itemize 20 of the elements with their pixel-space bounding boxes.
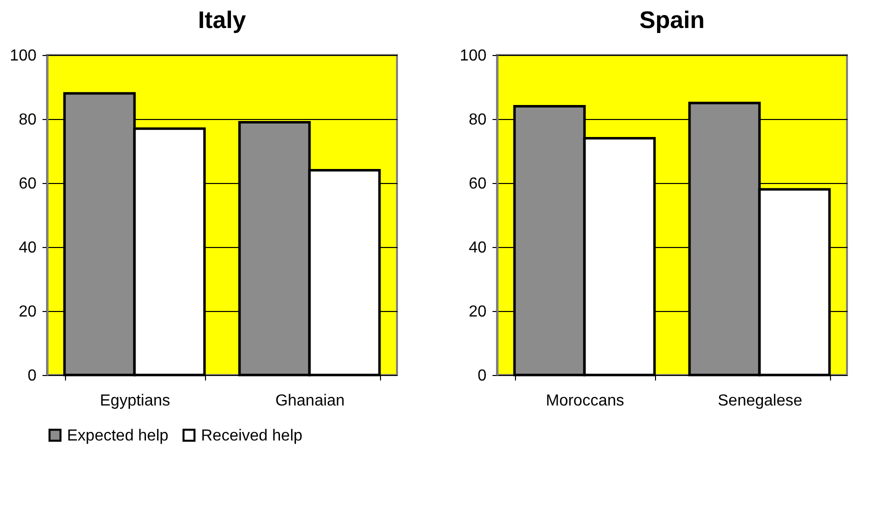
y-tick-label: 40 [18,240,37,256]
x-tick-label: Egyptians [100,392,170,410]
chart-title: Spain [639,7,705,34]
y-tick-label: 20 [468,304,487,320]
legend-label: Received help [201,427,302,444]
y-tick-label: 40 [468,240,487,256]
y-tick-label: 20 [18,304,37,320]
x-tick-label: Senegalese [718,392,802,410]
y-tick-label: 0 [28,368,37,384]
y-tick-label: 80 [18,112,37,128]
y-tick-label: 100 [460,48,487,64]
y-tick-label: 100 [10,48,37,64]
chart-title: Italy [198,7,247,34]
legend-label: Expected help [67,427,169,444]
y-tick-label: 60 [468,176,487,192]
x-tick-label: Ghanaian [275,392,345,410]
x-tick-label: Moroccans [546,392,624,410]
y-tick-label: 60 [18,176,37,192]
y-tick-label: 0 [478,368,487,384]
y-tick-label: 80 [468,112,487,128]
